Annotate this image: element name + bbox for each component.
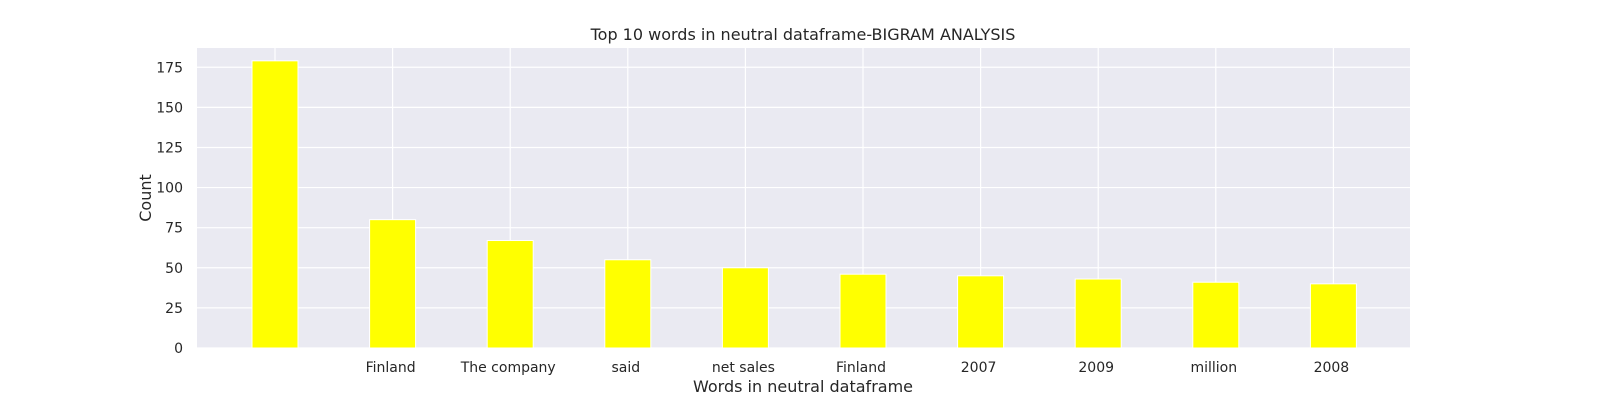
x-tick-label: Finland [836,360,886,376]
x-tick-labels: Finland The company said net sales Finland 20… [366,360,1350,376]
y-tick-labels: 0 25 50 75 100 125 150 175 [156,60,183,357]
bar [1074,278,1122,349]
bar [839,273,887,349]
x-tick-label: 2009 [1078,360,1114,376]
y-tick-label: 100 [156,181,183,197]
y-tick-label: 75 [165,221,183,237]
bar [486,240,534,349]
y-tick-label: 125 [156,140,183,156]
chart-title: Top 10 words in neutral dataframe-BIGRAM… [590,25,1016,44]
x-axis-title: Words in neutral dataframe [693,377,913,396]
y-tick-label: 150 [156,100,183,116]
bar [1309,283,1357,349]
y-tick-label: 50 [165,261,183,277]
x-tick-label: said [611,360,640,376]
y-tick-label: 25 [165,301,183,317]
bar [604,259,652,349]
bar [251,60,299,349]
y-tick-label: 175 [156,60,183,76]
x-tick-label: The company [460,360,556,376]
y-axis-title: Count [136,174,155,222]
bar [721,267,769,349]
bar [1192,281,1240,349]
bar [957,275,1005,349]
y-tick-label: 0 [174,341,183,357]
bars [251,60,1357,349]
x-tick-label: 2008 [1314,360,1350,376]
x-tick-label: million [1190,360,1237,376]
x-tick-label: 2007 [961,360,997,376]
x-tick-label: net sales [712,360,775,376]
x-tick-label: Finland [366,360,416,376]
bar [369,219,417,349]
